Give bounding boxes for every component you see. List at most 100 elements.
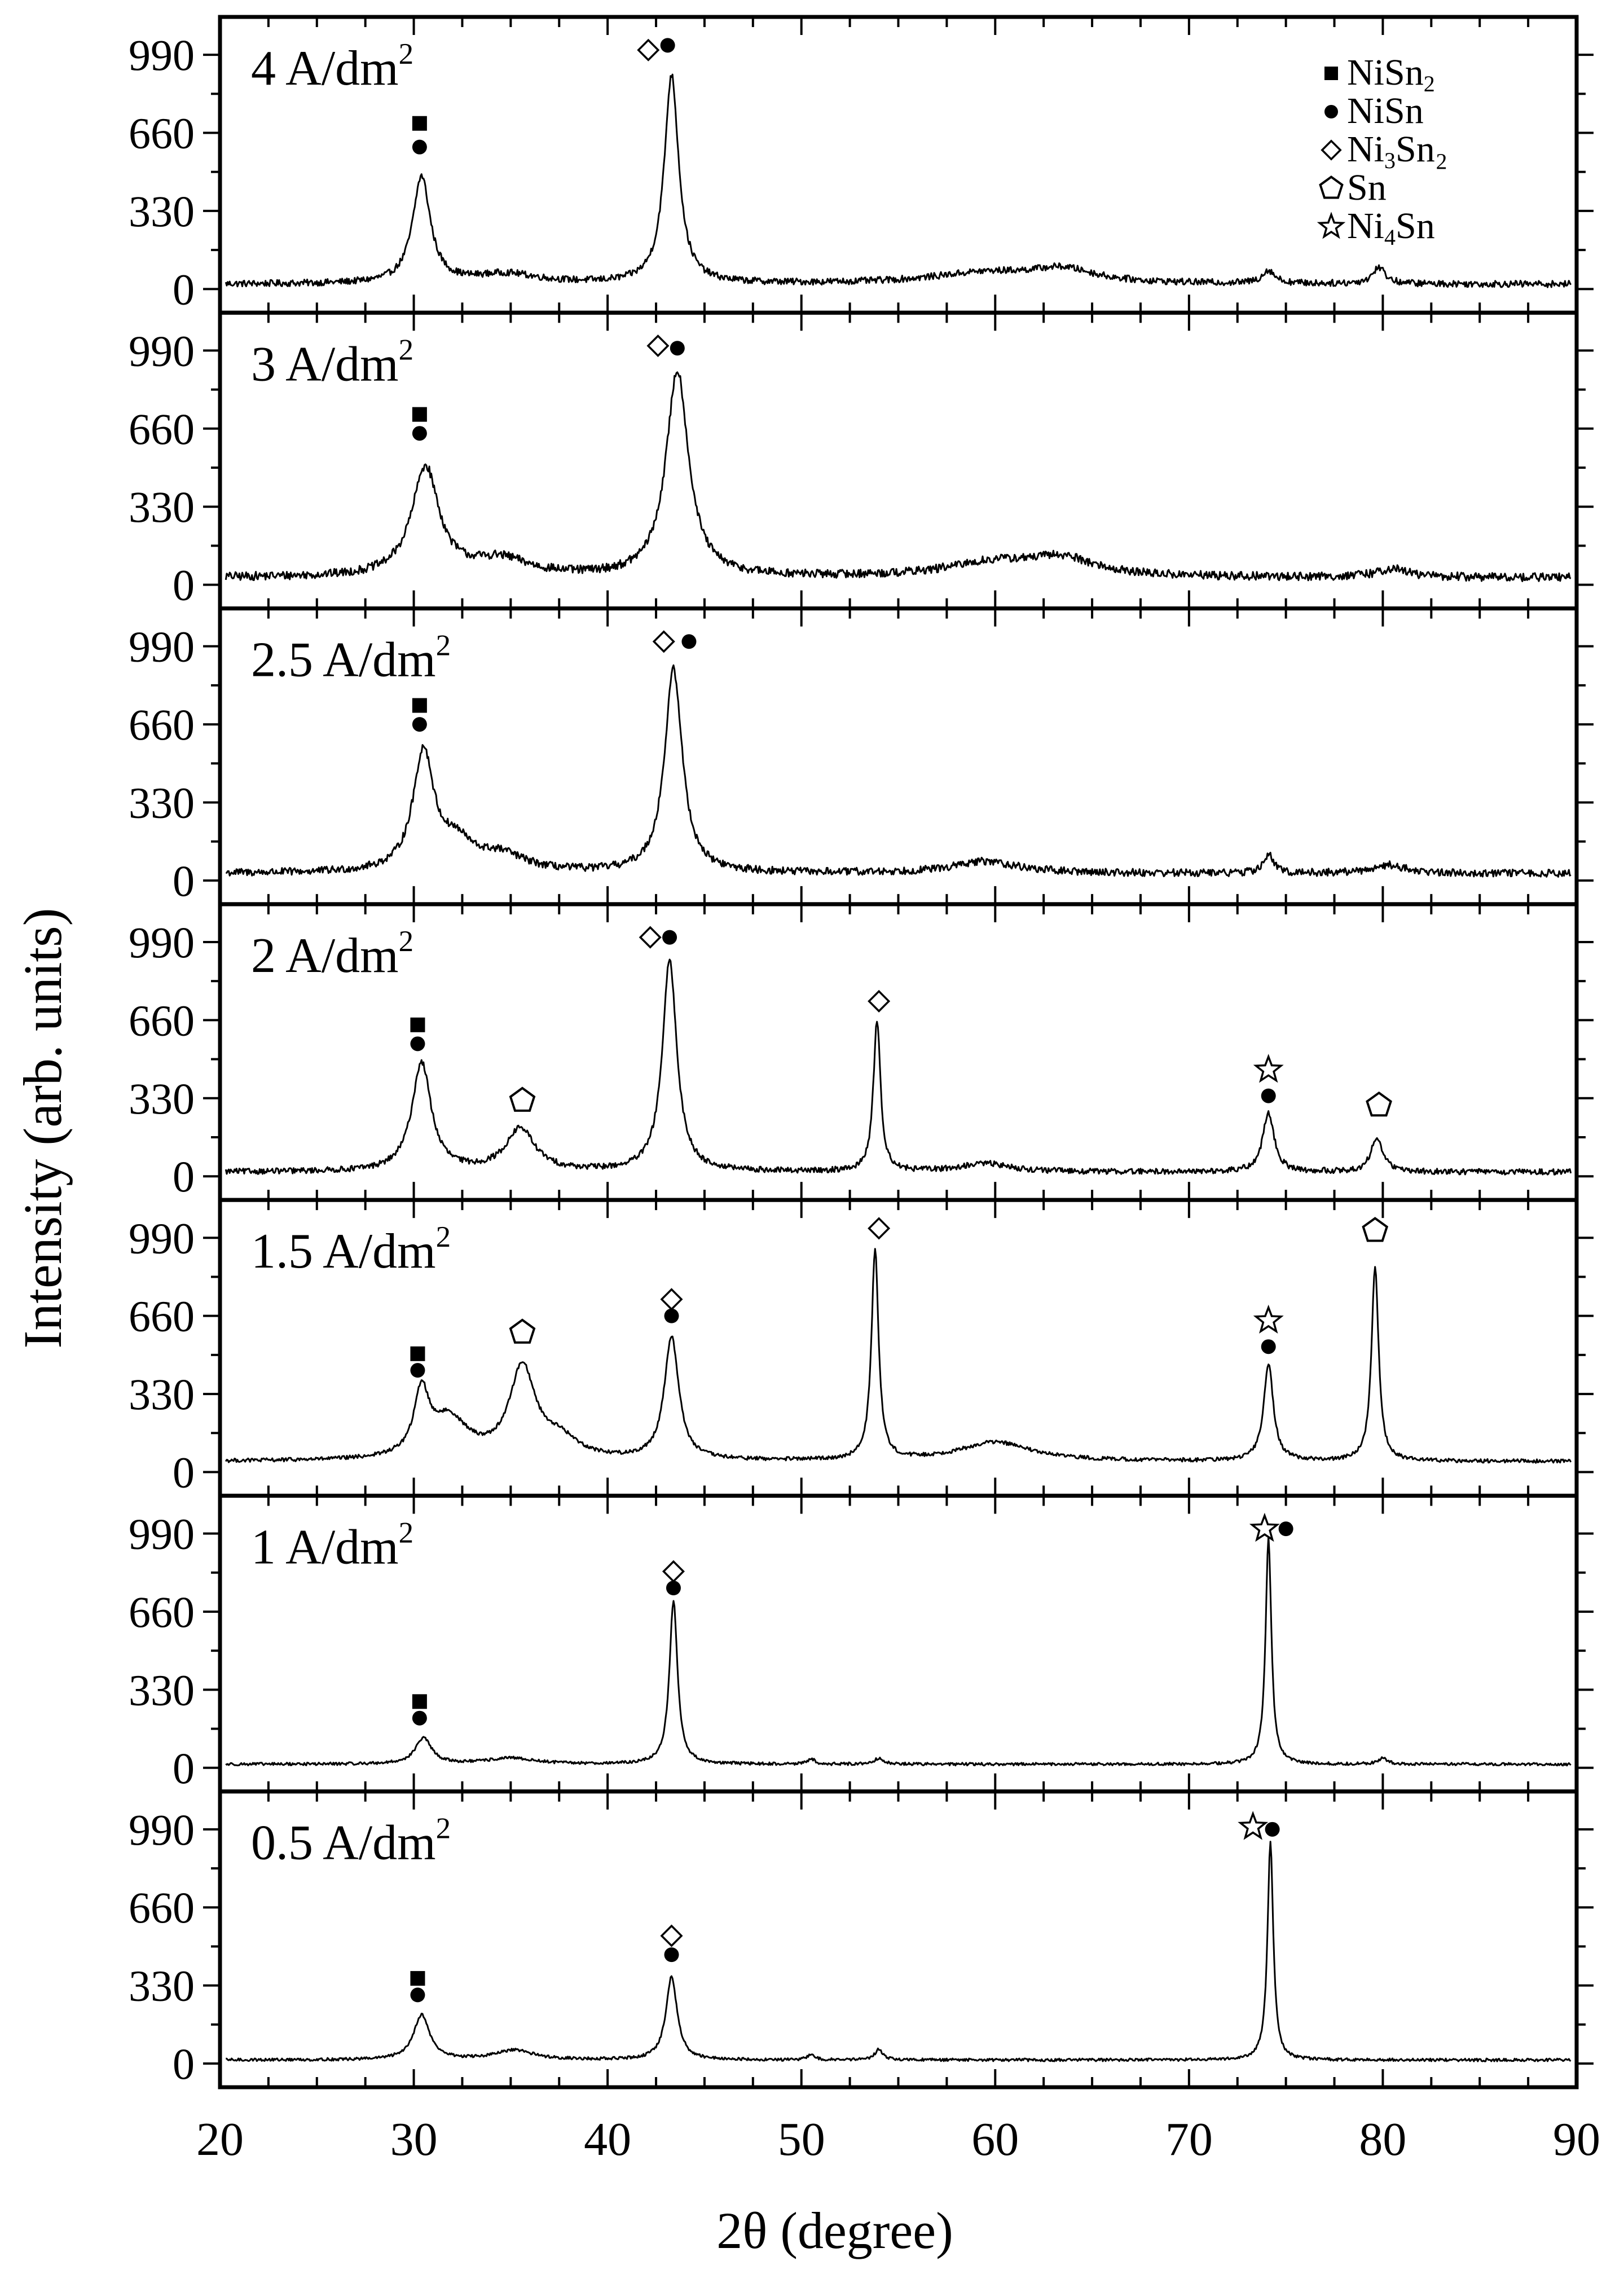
panel-label-text: 2.5 A/dm bbox=[251, 633, 436, 688]
y-tick-label: 660 bbox=[129, 996, 195, 1045]
panel-label: 0.5 A/dm2 bbox=[251, 1813, 451, 1871]
legend-entry: NiSn bbox=[1347, 90, 1424, 131]
peak-marker-circle bbox=[412, 426, 427, 441]
y-tick-label: 330 bbox=[129, 482, 195, 531]
y-tick-label: 660 bbox=[129, 1292, 195, 1341]
y-tick-label: 0 bbox=[173, 1448, 195, 1497]
legend-entry: Ni4Sn bbox=[1347, 205, 1435, 250]
panel: 0 330 660 990 2 A/dm2 bbox=[129, 902, 1594, 1202]
y-tick-label: 660 bbox=[129, 1883, 195, 1932]
peak-marker-circle bbox=[412, 139, 427, 155]
peak-marker-circle bbox=[410, 1363, 425, 1378]
panel-label-superscript: 2 bbox=[399, 925, 414, 958]
panel-label-superscript: 2 bbox=[436, 1221, 451, 1253]
panel-label: 2.5 A/dm2 bbox=[251, 630, 451, 688]
peak-marker-diamond bbox=[637, 38, 660, 61]
panel-label-text: 0.5 A/dm bbox=[251, 1816, 436, 1871]
peak-marker-pentagon bbox=[1366, 1091, 1392, 1117]
peak-marker-circle bbox=[1261, 1088, 1276, 1103]
y-tick-label: 990 bbox=[129, 30, 195, 80]
peak-marker-square bbox=[410, 1346, 425, 1361]
diffraction-trace bbox=[225, 958, 1572, 1176]
y-tick-label: 660 bbox=[129, 700, 195, 749]
panel-label-text: 1.5 A/dm bbox=[251, 1224, 436, 1279]
y-tick-label: 990 bbox=[129, 918, 195, 967]
x-tick-label: 20 bbox=[196, 2113, 244, 2166]
panel-label-superscript: 2 bbox=[399, 38, 414, 71]
panel-label: 4 A/dm2 bbox=[251, 38, 413, 96]
y-tick-label: 0 bbox=[173, 265, 195, 314]
panel: 0 330 660 990 0.5 A/dm2 bbox=[129, 1789, 1594, 2089]
legend-entry: Ni3Sn₂ bbox=[1347, 129, 1448, 173]
y-tick-label: 330 bbox=[129, 1074, 195, 1123]
peak-marker-square bbox=[410, 1017, 425, 1032]
peak-marker-circle bbox=[670, 341, 685, 356]
panel: 0 330 660 990 1.5 A/dm2 bbox=[129, 1198, 1594, 1498]
legend-entry-subscript: 3 bbox=[1384, 148, 1396, 173]
peak-marker-square bbox=[412, 116, 427, 131]
y-tick-label: 990 bbox=[129, 622, 195, 671]
peak-marker-square bbox=[412, 698, 427, 713]
peak-marker-diamond bbox=[646, 334, 670, 358]
peak-marker-pentagon bbox=[509, 1086, 536, 1112]
panel-label-text: 4 A/dm bbox=[251, 41, 399, 96]
peak-marker-pentagon bbox=[1362, 1217, 1389, 1242]
legend-entry-text: NiSn bbox=[1347, 52, 1424, 93]
y-tick-label: 330 bbox=[129, 1665, 195, 1714]
peak-marker-circle bbox=[1265, 1822, 1280, 1837]
diffraction-trace bbox=[225, 1536, 1572, 1767]
peak-marker-circle bbox=[664, 1947, 679, 1963]
peak-marker-circle bbox=[412, 1710, 427, 1726]
peak-marker-diamond bbox=[660, 1924, 683, 1947]
y-tick-label: 990 bbox=[129, 1213, 195, 1262]
legend-entry-text: Ni bbox=[1347, 205, 1384, 247]
panel-label: 1.5 A/dm2 bbox=[251, 1221, 451, 1279]
x-tick-label: 30 bbox=[390, 2113, 438, 2166]
x-tick-label: 70 bbox=[1165, 2113, 1213, 2166]
peak-marker-circle bbox=[1324, 105, 1338, 118]
y-tick-label: 0 bbox=[173, 1744, 195, 1793]
diffraction-trace bbox=[225, 73, 1572, 288]
peak-marker-circle bbox=[410, 1987, 425, 2003]
diffraction-trace bbox=[226, 664, 1572, 878]
peak-marker-diamond bbox=[868, 1217, 891, 1240]
diffraction-trace bbox=[225, 1248, 1572, 1464]
legend-entry-suffix: Sn bbox=[1396, 205, 1435, 247]
y-tick-label: 0 bbox=[173, 2039, 195, 2088]
peak-marker-star bbox=[1238, 1811, 1269, 1840]
legend-entry-subscript: 4 bbox=[1384, 225, 1396, 250]
peak-marker-square bbox=[1324, 67, 1338, 80]
diffraction-trace bbox=[226, 1841, 1572, 2062]
y-tick-label: 0 bbox=[173, 856, 195, 905]
peak-marker-circle bbox=[410, 1036, 425, 1052]
legend-entry-text: Ni bbox=[1347, 129, 1384, 170]
peak-marker-circle bbox=[412, 717, 427, 732]
legend-entry: NiSn2 bbox=[1347, 52, 1435, 96]
x-tick-label: 60 bbox=[971, 2113, 1019, 2166]
peak-marker-circle bbox=[681, 634, 697, 649]
y-axis-label: Intensity (arb. units) bbox=[12, 908, 73, 1348]
panel-label-superscript: 2 bbox=[399, 1516, 414, 1549]
legend-entry: Sn bbox=[1347, 167, 1387, 208]
peak-marker-circle bbox=[660, 38, 675, 53]
panel-label-text: 2 A/dm bbox=[251, 929, 399, 983]
legend-entry-subscript: 2 bbox=[1424, 71, 1435, 96]
peak-marker-circle bbox=[1278, 1521, 1293, 1537]
x-tick-label: 90 bbox=[1553, 2113, 1600, 2166]
peak-marker-square bbox=[410, 1971, 425, 1986]
panel-label-text: 3 A/dm bbox=[251, 337, 399, 391]
peak-marker-square bbox=[412, 1694, 427, 1709]
y-tick-label: 0 bbox=[173, 561, 195, 610]
peak-marker-diamond bbox=[868, 989, 891, 1013]
peak-marker-star bbox=[1317, 212, 1346, 239]
panel-label: 2 A/dm2 bbox=[251, 925, 413, 983]
y-tick-label: 660 bbox=[129, 1587, 195, 1636]
y-tick-label: 330 bbox=[129, 187, 195, 236]
peak-marker-circle bbox=[664, 1308, 679, 1323]
y-tick-label: 990 bbox=[129, 1510, 195, 1559]
x-axis-label: 2θ (degree) bbox=[716, 2202, 953, 2259]
x-axis: 20 30 40 50 60 70 80 90 bbox=[196, 2113, 1600, 2166]
y-tick-label: 330 bbox=[129, 778, 195, 828]
